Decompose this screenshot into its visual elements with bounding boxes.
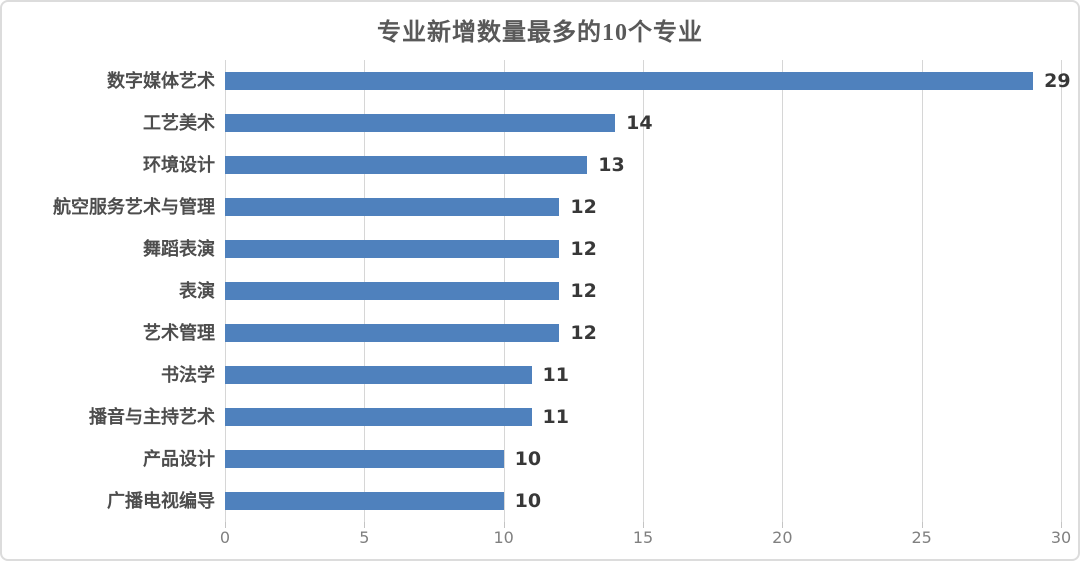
category-label: 环境设计 xyxy=(143,155,215,175)
bar-row: 12 xyxy=(225,228,1061,270)
bar xyxy=(225,240,560,258)
x-axis-tick-label: 25 xyxy=(911,528,932,547)
axis-tick-mark xyxy=(643,522,644,528)
value-label: 12 xyxy=(570,238,597,260)
chart-title: 专业新增数量最多的10个专业 xyxy=(377,20,703,46)
axis-tick-mark xyxy=(503,522,505,528)
value-label: 14 xyxy=(626,112,653,134)
value-label: 12 xyxy=(570,280,597,302)
value-label: 12 xyxy=(570,322,597,344)
category-label: 书法学 xyxy=(161,365,215,385)
bar-row: 13 xyxy=(225,144,1061,186)
category-label: 艺术管理 xyxy=(143,323,215,343)
x-axis-tick-label: 20 xyxy=(772,528,793,547)
bar xyxy=(225,198,560,216)
category-label: 工艺美术 xyxy=(143,113,215,133)
bar xyxy=(225,492,504,510)
category-labels: 数字媒体艺术工艺美术环境设计航空服务艺术与管理舞蹈表演表演艺术管理书法学播音与主… xyxy=(2,60,215,522)
bar xyxy=(225,366,532,384)
bar xyxy=(225,156,588,174)
bar-row: 10 xyxy=(225,438,1061,480)
gridline xyxy=(782,60,784,522)
bar-row: 11 xyxy=(225,354,1061,396)
bar xyxy=(225,282,560,300)
x-axis-tick-label: 15 xyxy=(632,528,654,547)
value-label: 10 xyxy=(514,490,542,512)
category-label: 表演 xyxy=(179,281,215,301)
category-label: 航空服务艺术与管理 xyxy=(53,197,215,217)
category-label: 广播电视编导 xyxy=(107,491,215,511)
bar xyxy=(225,114,616,132)
x-axis-tick-label: 0 xyxy=(219,528,231,547)
bar-row: 12 xyxy=(225,312,1061,354)
gridline xyxy=(921,60,923,522)
axis-tick-mark xyxy=(364,522,366,528)
axis-tick-mark xyxy=(921,522,923,528)
gridline xyxy=(643,60,644,522)
value-label: 10 xyxy=(514,448,542,470)
gridline xyxy=(1061,60,1062,522)
bar-row: 10 xyxy=(225,480,1061,522)
bar-row: 11 xyxy=(225,396,1061,438)
bar-row: 12 xyxy=(225,270,1061,312)
axis-tick-mark xyxy=(1061,522,1062,528)
bar-row: 14 xyxy=(225,102,1061,144)
axis-tick-mark xyxy=(225,522,226,528)
bar-row: 29 xyxy=(225,60,1071,102)
bar xyxy=(225,72,1034,90)
x-axis-tick-label: 5 xyxy=(359,528,370,547)
value-label: 13 xyxy=(598,154,625,176)
x-axis-tick-label: 10 xyxy=(493,528,514,547)
value-label: 11 xyxy=(542,364,569,386)
axis-tick-mark xyxy=(782,522,784,528)
x-axis: 0 5 10 15 20 25 30 xyxy=(220,526,1071,552)
category-label: 舞蹈表演 xyxy=(143,239,215,259)
value-label: 12 xyxy=(570,196,597,218)
category-label: 数字媒体艺术 xyxy=(107,71,215,91)
bar xyxy=(225,450,504,468)
x-axis-tick-label: 30 xyxy=(1050,528,1072,547)
category-label: 产品设计 xyxy=(143,449,215,469)
bar xyxy=(225,408,532,426)
bar-row: 12 xyxy=(225,186,1061,228)
value-label: 29 xyxy=(1044,70,1071,92)
plot-area: 29 14 13 12 12 12 12 11 11 10 10 xyxy=(225,60,1071,528)
category-label: 播音与主持艺术 xyxy=(89,407,215,427)
value-label: 11 xyxy=(542,406,569,428)
bar xyxy=(225,324,560,342)
